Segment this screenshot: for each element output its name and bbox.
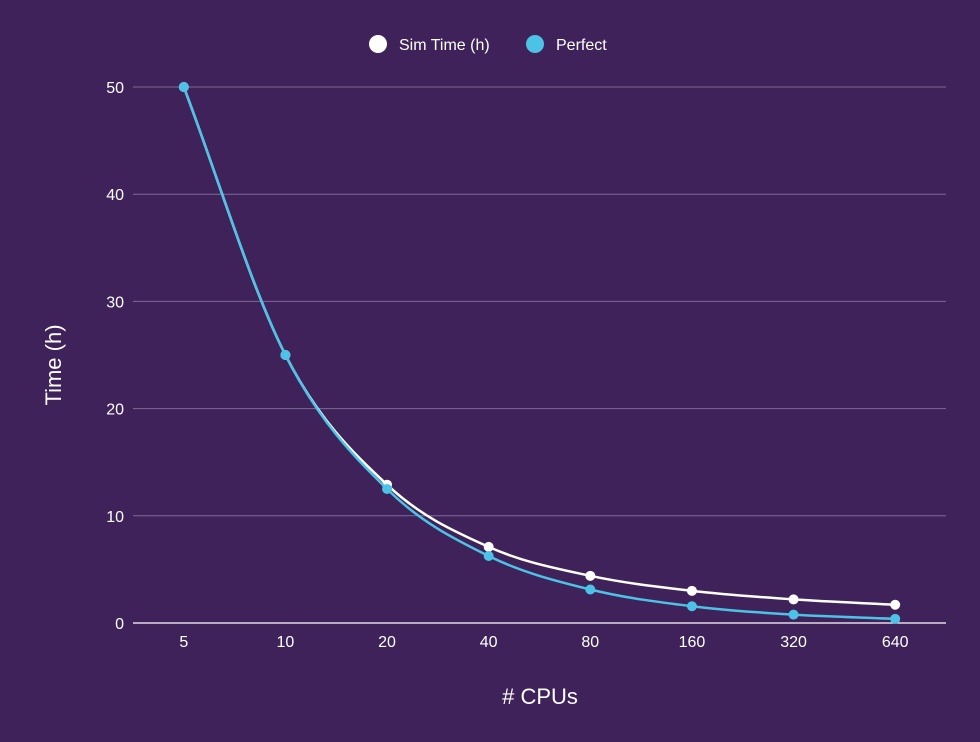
x-axis-ticks: 5 10 20 40 80 160 320 640 [179,634,908,651]
y-tick-label: 10 [106,509,124,526]
legend-item[interactable]: Perfect [526,35,607,54]
data-point[interactable] [280,350,291,360]
x-tick-label: 10 [277,634,295,651]
y-axis-title: Time (h) [41,324,66,405]
series-line [182,86,896,607]
data-point[interactable] [686,601,697,612]
data-point[interactable] [382,484,393,494]
data-point[interactable] [686,585,697,596]
y-axis-ticks: 0 10 20 30 40 50 [106,80,124,633]
x-tick-label: 80 [581,634,599,651]
series-layer [178,82,901,624]
legend-label: Sim Time (h) [399,37,490,54]
y-tick-label: 50 [106,80,124,97]
x-tick-label: 320 [780,634,807,651]
x-tick-label: 160 [679,634,706,651]
data-point[interactable] [890,613,901,624]
x-tick-label: 640 [882,634,909,651]
y-tick-label: 0 [115,616,124,633]
legend-label: Perfect [556,37,607,54]
legend[interactable]: Sim Time (h) Perfect [369,35,607,54]
data-point[interactable] [483,551,494,561]
series-line [182,86,896,621]
data-point[interactable] [178,82,189,92]
legend-item[interactable]: Sim Time (h) [369,35,490,54]
x-tick-label: 5 [179,634,188,651]
x-tick-label: 40 [480,634,498,651]
y-tick-label: 20 [106,402,124,419]
x-axis-title: # CPUs [502,684,578,709]
y-tick-label: 40 [106,187,124,204]
data-point[interactable] [890,599,901,610]
data-point[interactable] [483,541,494,552]
legend-marker [369,35,387,53]
series-sim-time [178,82,901,610]
gridlines [133,86,946,517]
data-point[interactable] [788,594,799,605]
data-point[interactable] [585,584,596,595]
legend-marker [526,35,544,53]
series-perfect [178,82,901,624]
x-tick-label: 20 [378,634,396,651]
y-tick-label: 30 [106,294,124,311]
data-point[interactable] [585,570,596,581]
data-point[interactable] [788,609,799,620]
